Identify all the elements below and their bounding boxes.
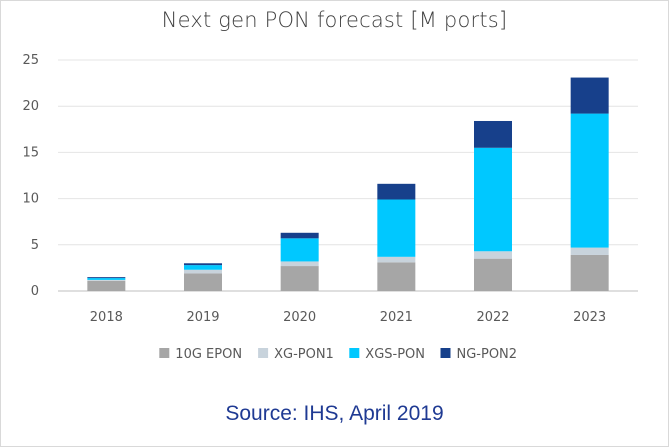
legend-label: XGS-PON (365, 347, 425, 362)
bar-10g-epon-2023 (570, 254, 609, 291)
bar-xgs-pon-2021 (377, 199, 416, 257)
bar-xgs-pon-2019 (184, 265, 222, 270)
bar-xg-pon1-2018 (87, 279, 126, 281)
bar-ng-pon2-2019 (184, 263, 222, 266)
bar-xg-pon1-2023 (570, 247, 609, 255)
x-tick-label: 2019 (186, 310, 219, 325)
bar-ng-pon2-2021 (377, 183, 416, 200)
bar-xgs-pon-2018 (87, 278, 126, 280)
bar-ng-pon2-2022 (474, 120, 512, 148)
bar-ng-pon2-2023 (570, 77, 609, 114)
x-tick-label: 2022 (476, 310, 509, 325)
legend-swatch (258, 348, 269, 358)
legend-label: 10G EPON (175, 347, 242, 362)
bar-xg-pon1-2020 (280, 261, 319, 267)
bar-10g-epon-2020 (280, 266, 319, 291)
bar-ng-pon2-2020 (280, 232, 319, 239)
y-tick-label: 5 (31, 238, 39, 253)
bar-ng-pon2-2018 (87, 277, 126, 279)
bar-xg-pon1-2021 (377, 256, 416, 263)
bar-10g-epon-2019 (184, 273, 222, 291)
legend-swatch (159, 348, 170, 358)
bar-10g-epon-2021 (377, 262, 416, 291)
y-tick-label: 10 (22, 192, 39, 207)
legend-label: NG-PON2 (457, 347, 518, 362)
legend-swatch (440, 348, 451, 358)
bar-10g-epon-2022 (474, 258, 512, 291)
chart-title: Next gen PON forecast [M ports] (161, 8, 508, 32)
y-tick-label: 15 (22, 145, 39, 160)
bar-xgs-pon-2022 (474, 147, 512, 252)
bar-xg-pon1-2019 (184, 269, 222, 274)
bar-xgs-pon-2020 (280, 238, 319, 262)
x-tick-label: 2023 (573, 310, 606, 325)
bar-10g-epon-2018 (87, 280, 126, 291)
bar-xg-pon1-2022 (474, 251, 512, 259)
legend-swatch (349, 348, 360, 358)
x-tick-label: 2020 (283, 310, 316, 325)
bar-xgs-pon-2023 (570, 113, 609, 248)
y-tick-label: 25 (22, 53, 39, 68)
source-note: Source: IHS, April 2019 (225, 402, 444, 425)
y-tick-label: 0 (31, 284, 39, 299)
y-tick-label: 20 (22, 99, 39, 114)
x-tick-label: 2018 (90, 310, 123, 325)
x-tick-label: 2021 (380, 310, 413, 325)
legend-label: XG-PON1 (274, 347, 334, 362)
